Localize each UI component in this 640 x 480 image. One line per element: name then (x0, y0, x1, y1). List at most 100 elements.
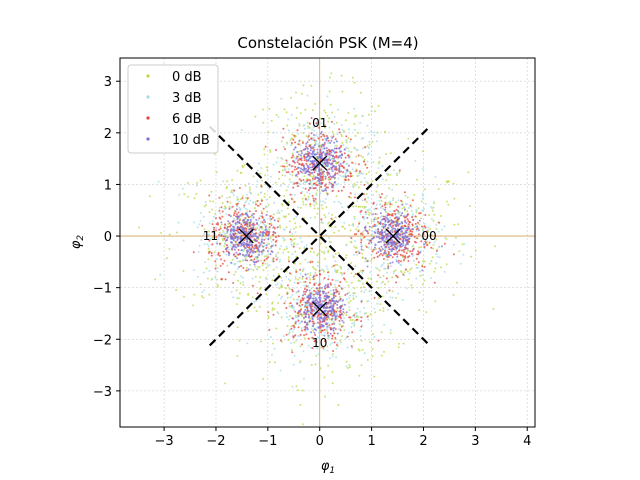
scatter-point (325, 189, 328, 192)
scatter-point (302, 182, 305, 185)
scatter-point (305, 162, 308, 165)
scatter-point (334, 295, 337, 298)
scatter-point (296, 129, 299, 132)
scatter-point (285, 111, 288, 114)
scatter-point (257, 266, 260, 269)
scatter-point (349, 172, 352, 175)
scatter-point (340, 135, 343, 138)
scatter-point (323, 161, 326, 164)
scatter-point (358, 163, 360, 166)
scatter-point (342, 161, 345, 164)
scatter-point (389, 203, 392, 206)
scatter-point (323, 340, 326, 343)
scatter-point (218, 242, 221, 245)
scatter-point (318, 249, 321, 252)
scatter-point (292, 324, 295, 327)
scatter-point (308, 301, 311, 304)
scatter-point (326, 325, 329, 328)
scatter-point (238, 221, 241, 224)
scatter-point (285, 245, 288, 248)
scatter-point (252, 226, 255, 229)
scatter-point (311, 151, 314, 154)
scatter-point (365, 205, 367, 208)
scatter-point (239, 235, 242, 238)
scatter-point (301, 343, 303, 346)
scatter-point (336, 161, 339, 164)
scatter-point (331, 318, 334, 321)
scatter-point (328, 173, 331, 175)
scatter-point (277, 116, 280, 119)
scatter-point (423, 265, 426, 268)
scatter-point (331, 184, 334, 187)
scatter-point (375, 207, 378, 210)
scatter-point (292, 336, 295, 339)
scatter-point (316, 176, 318, 179)
scatter-point (215, 229, 217, 232)
scatter-point (313, 201, 316, 204)
scatter-point (214, 267, 217, 270)
scatter-point (389, 216, 392, 219)
scatter-point (340, 156, 343, 159)
scatter-point (197, 275, 199, 278)
scatter-point (443, 242, 446, 245)
scatter-point (308, 122, 311, 125)
scatter-point (247, 250, 250, 253)
scatter-point (401, 222, 404, 225)
scatter-point (363, 158, 366, 161)
scatter-point (324, 284, 327, 287)
scatter-point (316, 172, 319, 175)
scatter-point (368, 213, 370, 216)
scatter-point (297, 206, 300, 209)
scatter-point (296, 182, 299, 185)
scatter-point (300, 92, 303, 95)
scatter-point (351, 347, 354, 349)
scatter-point (338, 167, 341, 170)
scatter-point (323, 170, 325, 173)
scatter-point (236, 238, 239, 241)
scatter-point (387, 262, 389, 265)
scatter-point (311, 194, 314, 197)
scatter-point (351, 185, 354, 187)
scatter-point (352, 340, 355, 343)
scatter-point (336, 342, 339, 345)
scatter-point (383, 218, 385, 221)
scatter-point (216, 242, 219, 245)
scatter-point (377, 241, 380, 244)
scatter-point (335, 147, 338, 150)
scatter-point (232, 217, 235, 220)
scatter-point (355, 246, 358, 249)
scatter-point (354, 240, 356, 243)
scatter-point (322, 178, 324, 181)
scatter-point (325, 135, 328, 137)
scatter-point (369, 313, 372, 316)
scatter-point (262, 121, 265, 124)
scatter-point (237, 245, 240, 248)
scatter-point (325, 327, 328, 330)
scatter-point (283, 238, 286, 241)
scatter-point (374, 213, 377, 215)
scatter-point (327, 249, 330, 252)
scatter-point (314, 268, 317, 271)
scatter-point (245, 220, 248, 223)
scatter-point (223, 237, 226, 240)
scatter-point (317, 353, 320, 356)
scatter-point (310, 328, 313, 330)
scatter-point (322, 278, 325, 281)
scatter-point (276, 282, 279, 285)
scatter-point (292, 165, 295, 168)
scatter-point (325, 206, 328, 209)
scatter-point (318, 182, 321, 185)
scatter-point (272, 230, 275, 233)
scatter-point (330, 328, 333, 331)
scatter-point (389, 230, 392, 232)
scatter-point (301, 277, 304, 280)
scatter-point (286, 296, 289, 299)
scatter-point (349, 294, 352, 297)
scatter-point (317, 321, 319, 324)
scatter-point (341, 299, 344, 302)
scatter-point (370, 257, 373, 260)
scatter-point (270, 240, 273, 243)
scatter-point (272, 238, 275, 241)
scatter-point (223, 207, 226, 210)
scatter-point (397, 261, 400, 264)
